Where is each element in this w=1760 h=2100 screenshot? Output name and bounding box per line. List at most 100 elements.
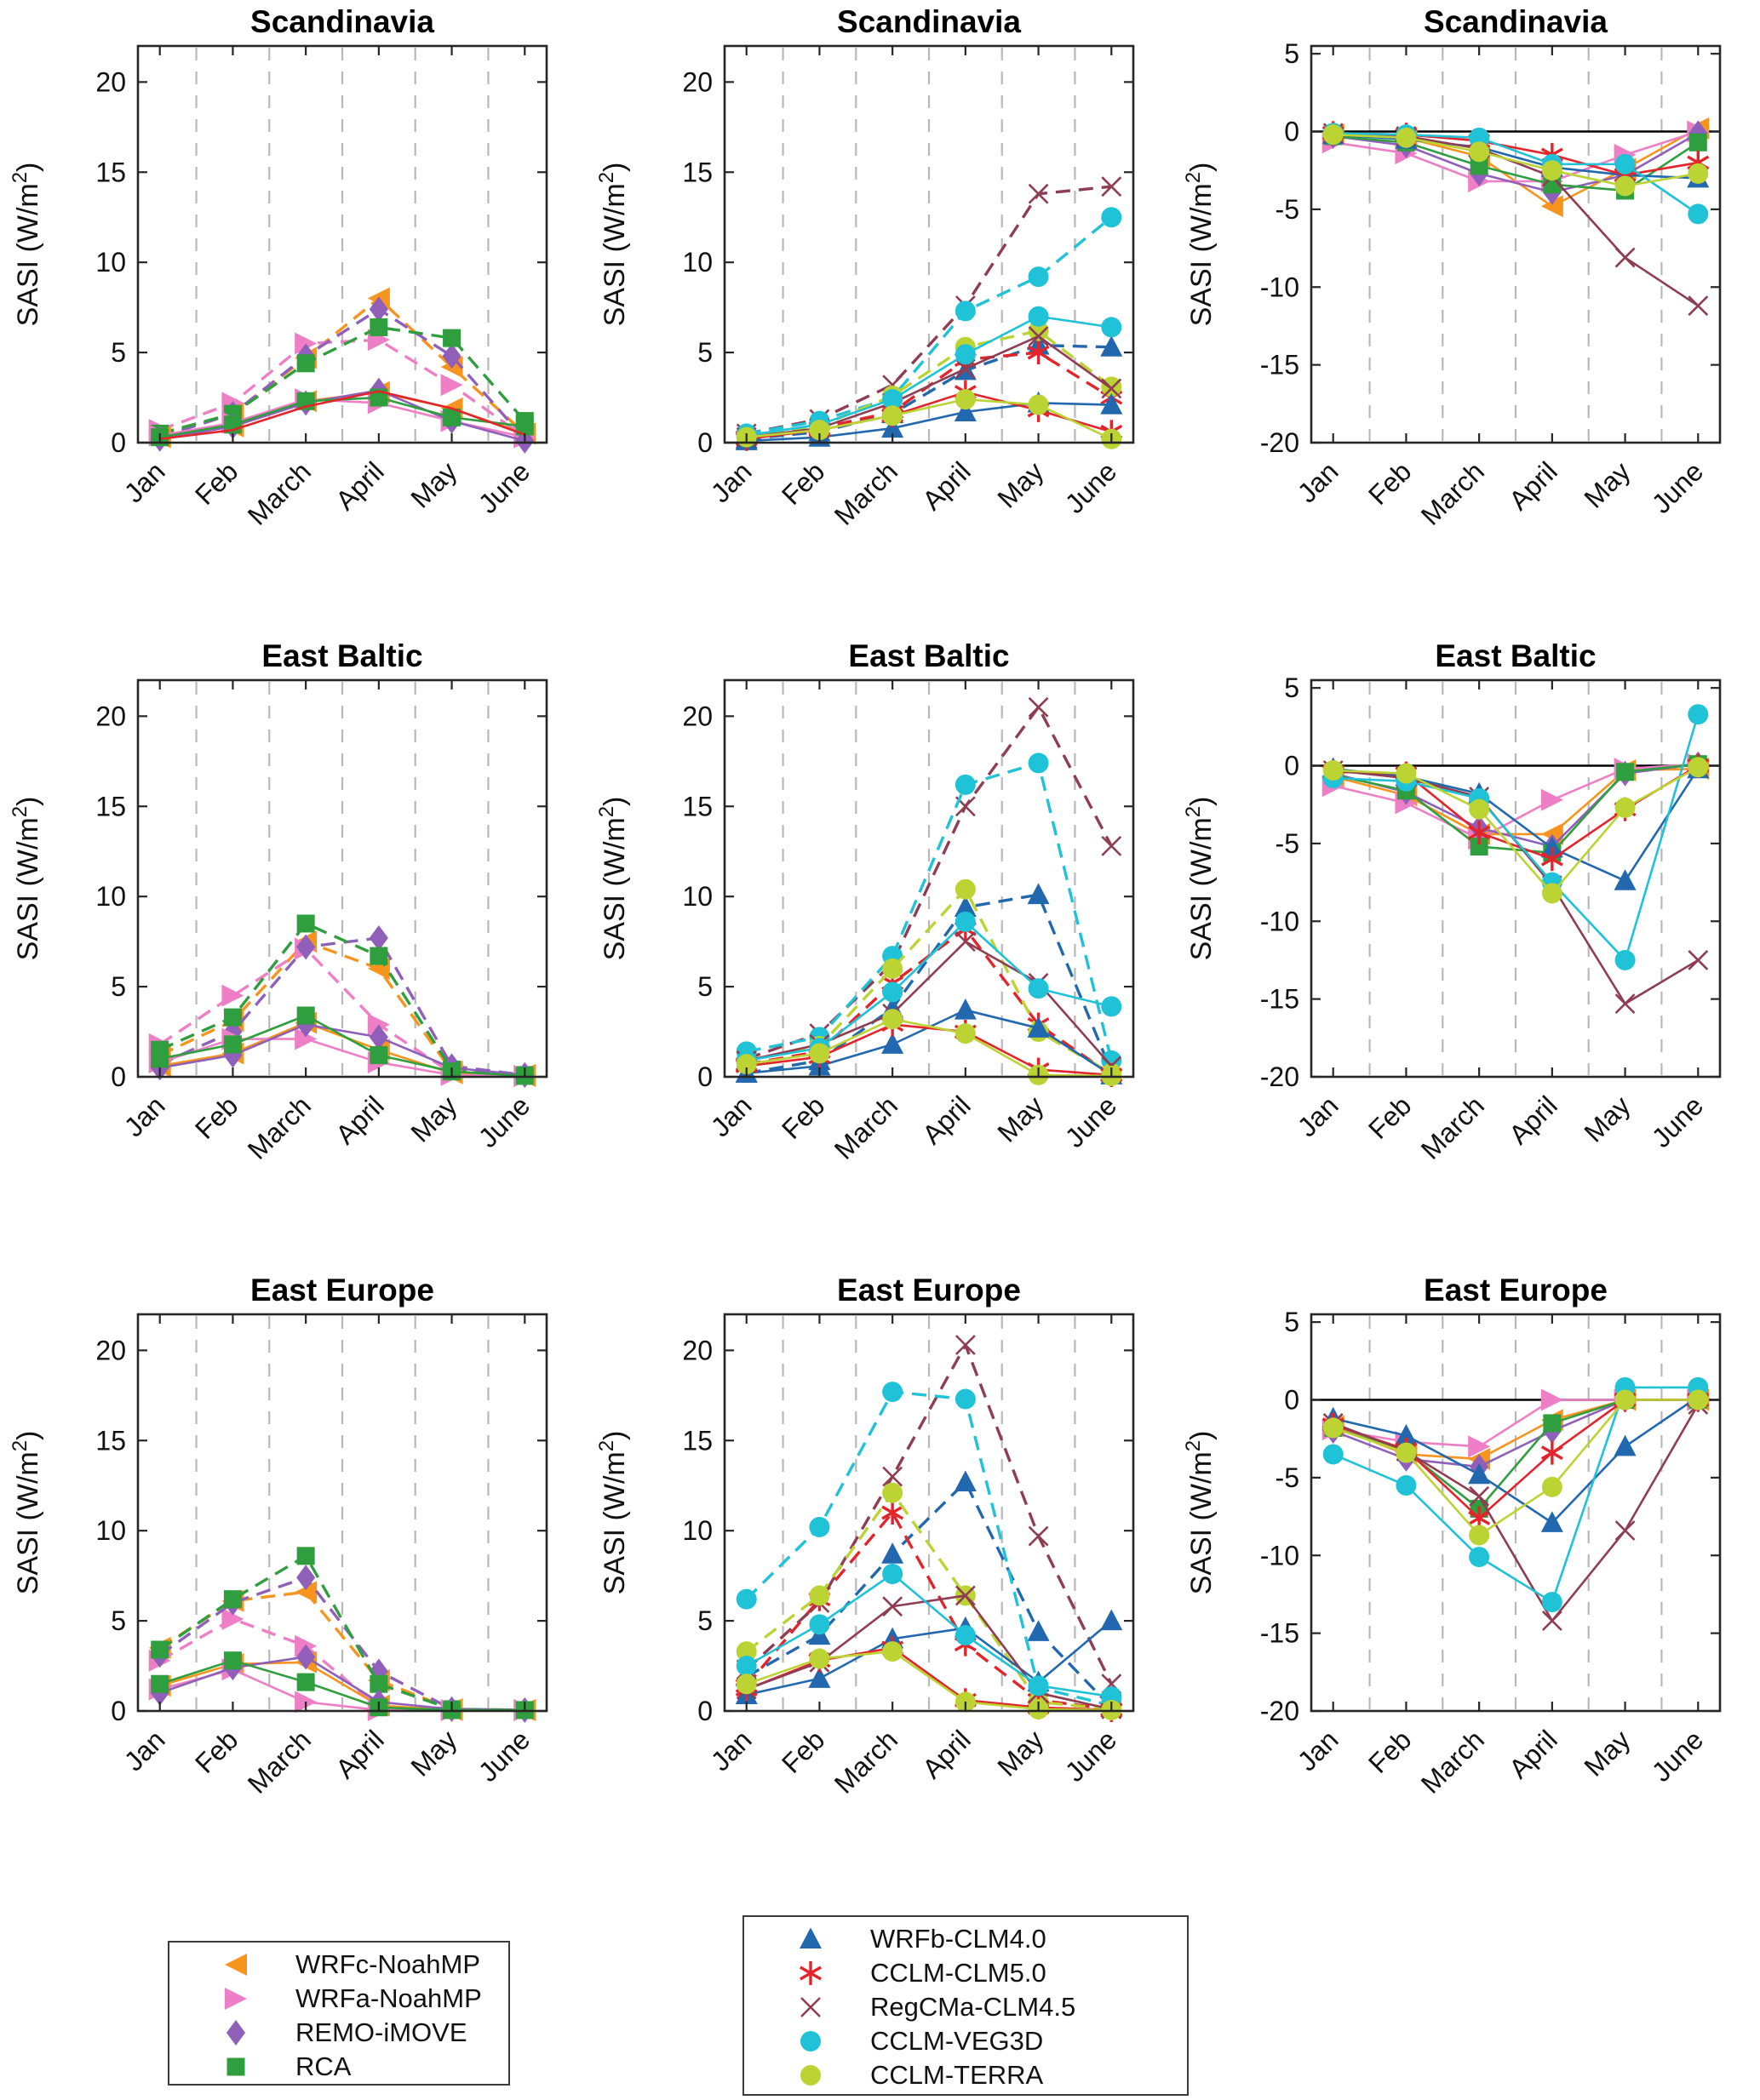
legend-label: WRFb-CLM4.0 bbox=[870, 1924, 1046, 1954]
svg-text:0: 0 bbox=[111, 1061, 126, 1092]
svg-text:15: 15 bbox=[682, 791, 713, 821]
svg-text:-15: -15 bbox=[1260, 984, 1299, 1015]
svg-text:Feb: Feb bbox=[189, 1724, 244, 1778]
rca-marker-icon bbox=[217, 2052, 255, 2081]
svg-text:March: March bbox=[1415, 1724, 1490, 1799]
regcma-clm45-marker-icon bbox=[792, 1993, 829, 2022]
svg-text:June: June bbox=[1059, 1090, 1123, 1153]
svg-text:-5: -5 bbox=[1276, 194, 1299, 225]
legend-item: CCLM-TERRA bbox=[744, 2058, 1187, 2092]
svg-text:Feb: Feb bbox=[776, 1090, 830, 1144]
svg-text:May: May bbox=[1578, 455, 1636, 513]
legend-label: WRFa-NoahMP bbox=[295, 1983, 482, 2013]
svg-text:-20: -20 bbox=[1260, 1061, 1299, 1092]
svg-text:-20: -20 bbox=[1260, 427, 1299, 458]
svg-text:-10: -10 bbox=[1260, 906, 1299, 936]
svg-text:SASI (W/m2): SASI (W/m2) bbox=[595, 797, 631, 961]
legend-noahmp-group: WRFc-NoahMP WRFa-NoahMP REMO-iMOVE RCA bbox=[168, 1941, 510, 2086]
svg-text:SASI (W/m2): SASI (W/m2) bbox=[595, 1431, 631, 1595]
panel-eastbaltic-group2: 20 15 10 5 0 Jan Feb March April May June East Balt… bbox=[587, 639, 1173, 1239]
svg-text:5: 5 bbox=[111, 1605, 126, 1636]
svg-text:May: May bbox=[991, 1724, 1049, 1782]
svg-text:Jan: Jan bbox=[705, 1724, 758, 1777]
svg-text:0: 0 bbox=[1284, 751, 1299, 781]
svg-text:5: 5 bbox=[1284, 38, 1299, 69]
svg-text:June: June bbox=[473, 455, 536, 519]
cclm-terra-marker-icon bbox=[792, 2061, 829, 2090]
svg-text:20: 20 bbox=[95, 701, 126, 731]
panel-easteurope-group2: 20 15 10 5 0 Jan Feb March April May June East Euro… bbox=[587, 1273, 1173, 1874]
legend-label: CCLM-TERRA bbox=[870, 2060, 1044, 2090]
legend-label: RegCMa-CLM4.5 bbox=[870, 1992, 1076, 2022]
legend-item: REMO-iMOVE bbox=[169, 2016, 508, 2050]
svg-text:20: 20 bbox=[682, 1335, 713, 1365]
svg-text:-10: -10 bbox=[1260, 1540, 1299, 1571]
svg-text:Jan: Jan bbox=[118, 1090, 171, 1142]
svg-text:5: 5 bbox=[697, 1605, 713, 1636]
svg-text:SASI (W/m2): SASI (W/m2) bbox=[9, 163, 44, 327]
svg-text:March: March bbox=[828, 1724, 903, 1799]
svg-text:5: 5 bbox=[697, 971, 713, 1002]
svg-text:5: 5 bbox=[697, 337, 713, 368]
svg-text:SASI (W/m2): SASI (W/m2) bbox=[595, 163, 631, 327]
svg-text:Jan: Jan bbox=[118, 455, 171, 508]
svg-text:10: 10 bbox=[682, 881, 713, 912]
svg-text:May: May bbox=[404, 455, 462, 513]
svg-text:Jan: Jan bbox=[705, 1090, 758, 1142]
svg-text:-10: -10 bbox=[1260, 272, 1299, 302]
svg-text:Feb: Feb bbox=[776, 455, 830, 510]
svg-text:East Baltic: East Baltic bbox=[848, 639, 1009, 673]
svg-text:-15: -15 bbox=[1260, 1618, 1299, 1649]
svg-text:Feb: Feb bbox=[1362, 1090, 1417, 1144]
svg-text:March: March bbox=[1415, 455, 1490, 530]
svg-text:June: June bbox=[1646, 455, 1710, 519]
svg-text:June: June bbox=[1059, 1724, 1123, 1788]
wrfc-noahmp-marker-icon bbox=[217, 1950, 255, 1979]
svg-text:East Europe: East Europe bbox=[250, 1273, 434, 1307]
svg-text:0: 0 bbox=[1284, 1385, 1299, 1416]
legend-item: CCLM-VEG3D bbox=[744, 2024, 1187, 2058]
svg-text:5: 5 bbox=[1284, 672, 1299, 703]
cclm-veg3d-marker-icon bbox=[792, 2027, 829, 2056]
svg-text:5: 5 bbox=[111, 337, 126, 368]
svg-text:June: June bbox=[473, 1090, 536, 1153]
svg-text:March: March bbox=[242, 1724, 317, 1799]
svg-text:May: May bbox=[1578, 1724, 1636, 1782]
svg-text:Jan: Jan bbox=[1292, 1724, 1344, 1777]
svg-text:Feb: Feb bbox=[776, 1724, 830, 1778]
svg-text:May: May bbox=[1578, 1090, 1636, 1147]
svg-text:-5: -5 bbox=[1276, 828, 1299, 859]
svg-text:April: April bbox=[1503, 1724, 1563, 1784]
svg-text:March: March bbox=[828, 1090, 903, 1164]
svg-text:March: March bbox=[242, 455, 317, 530]
legend-item: RCA bbox=[169, 2050, 508, 2084]
svg-text:5: 5 bbox=[111, 971, 126, 1002]
svg-text:10: 10 bbox=[682, 1515, 713, 1546]
svg-text:-15: -15 bbox=[1260, 350, 1299, 381]
panel-scandinavia-group1: 20 15 10 5 0 Jan Feb March April May June Scandinav… bbox=[0, 5, 587, 605]
svg-text:Feb: Feb bbox=[1362, 455, 1417, 510]
svg-text:Feb: Feb bbox=[189, 1090, 244, 1144]
svg-text:15: 15 bbox=[95, 791, 126, 821]
svg-text:June: June bbox=[1646, 1724, 1710, 1788]
svg-text:0: 0 bbox=[697, 1696, 713, 1726]
svg-text:April: April bbox=[916, 1724, 977, 1784]
svg-text:SASI (W/m2): SASI (W/m2) bbox=[1182, 797, 1218, 961]
svg-text:June: June bbox=[473, 1724, 536, 1788]
svg-text:20: 20 bbox=[95, 66, 126, 97]
svg-text:SASI (W/m2): SASI (W/m2) bbox=[9, 797, 44, 961]
svg-text:15: 15 bbox=[95, 157, 126, 187]
wrfb-clm40-marker-icon bbox=[792, 1925, 829, 1954]
svg-text:March: March bbox=[242, 1090, 317, 1164]
svg-text:Jan: Jan bbox=[705, 455, 758, 508]
svg-text:SASI (W/m2): SASI (W/m2) bbox=[1182, 1431, 1218, 1595]
svg-text:0: 0 bbox=[697, 1061, 713, 1092]
